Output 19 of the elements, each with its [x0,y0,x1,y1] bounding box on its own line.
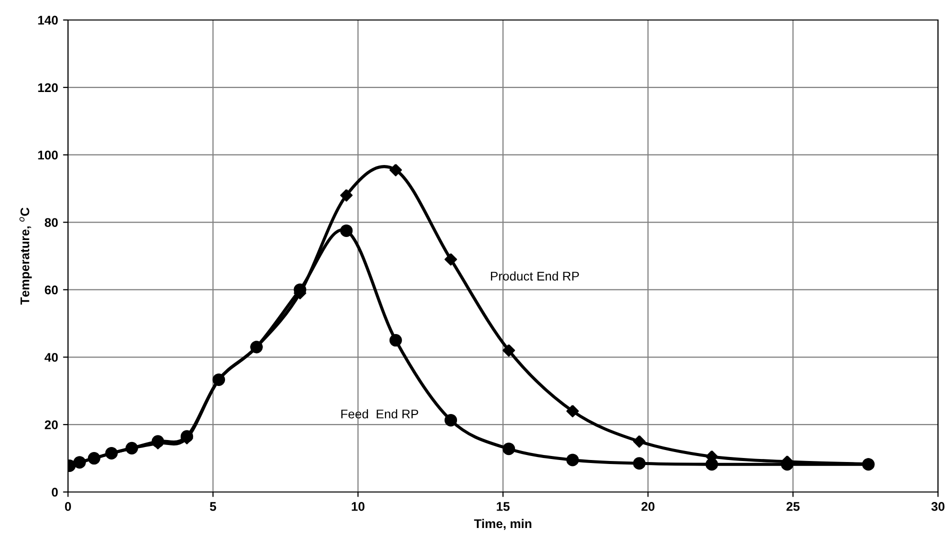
x-tick-label: 5 [210,502,216,511]
series-label: Product End RP [490,271,579,281]
x-axis-title: Time, min [474,518,532,530]
y-tick-label: 100 [38,150,58,160]
y-tick-label: 60 [44,286,58,294]
x-tick-label: 30 [931,502,944,511]
y-axis-title: Temperature, $^{o}$C [19,208,32,305]
x-tick-label: 15 [496,502,510,511]
y-tick-label: 120 [38,83,58,92]
x-tick-label: 10 [352,502,364,511]
x-tick-label: 20 [641,502,654,511]
y-tick-label: 20 [44,420,58,430]
y-tick-label: 140 [38,16,58,25]
y-tick-label: 40 [44,352,58,362]
y-tick-label: 80 [44,218,58,227]
series-label: Feed End RP [341,409,418,418]
x-tick-label: 25 [786,502,800,511]
y-tick-label: 0 [52,488,58,497]
x-tick-label: 0 [65,502,71,511]
